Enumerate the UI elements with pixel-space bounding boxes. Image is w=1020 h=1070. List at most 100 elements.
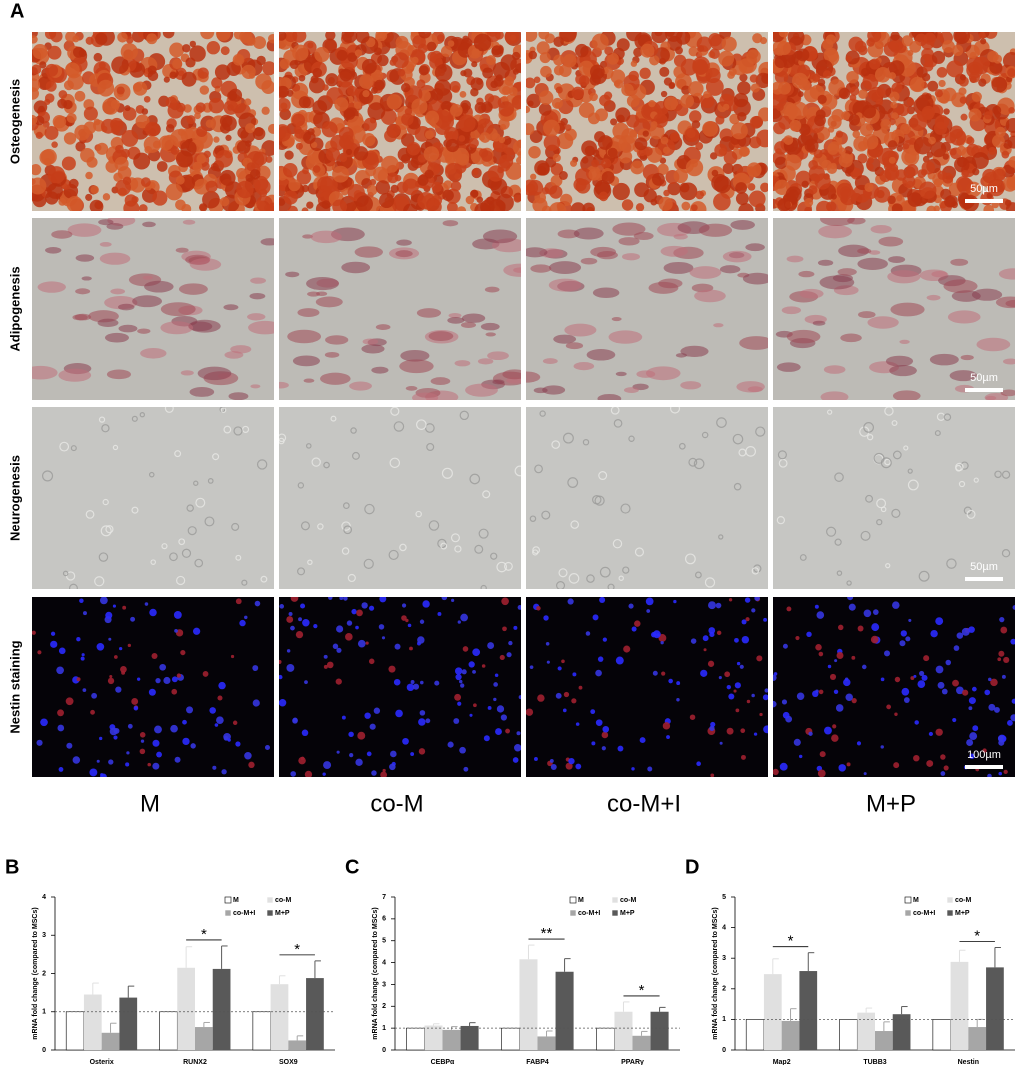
cell [880,119,892,130]
cell [782,711,790,719]
cell [564,128,577,141]
cell [572,672,577,677]
cell [324,351,340,358]
cell [876,519,883,526]
cell [923,655,930,662]
cell [369,178,377,186]
cell [698,223,733,237]
cell [454,667,463,675]
cell [410,752,415,756]
cell [982,168,997,184]
cell [635,203,645,211]
cell [323,761,332,770]
cell [597,135,613,150]
error-bar [564,958,571,972]
cell [695,190,704,200]
cell [472,648,481,657]
cell [782,643,788,649]
cell [560,118,568,126]
cell [335,678,342,685]
micrograph [526,218,768,400]
cell [434,110,452,128]
cell [345,633,353,641]
cell [426,442,435,452]
cell [406,683,415,692]
cell [945,659,952,666]
error-bar [221,945,228,969]
cell [570,520,579,529]
cell [987,50,999,63]
cell [691,204,698,211]
cell [615,656,624,665]
cell [880,506,887,513]
cell [279,604,285,609]
cell [539,52,551,64]
cell [836,570,843,576]
y-tick-label: 1 [382,1025,386,1032]
cell [178,538,186,546]
cell [79,598,84,603]
cell [844,146,853,155]
cell [846,762,851,767]
cell [883,41,900,57]
cell [901,687,910,696]
cell [501,95,508,103]
cell [419,619,425,624]
cell [926,294,941,301]
cell [865,494,874,503]
cell [573,361,595,371]
micrograph-bg [32,407,274,589]
cell [374,79,385,91]
cell [502,85,511,95]
bar [950,961,969,1050]
cell [502,369,521,380]
cell [303,111,315,123]
cell [149,608,157,617]
cell [52,114,67,129]
cell [676,698,680,702]
cell [50,640,58,648]
cell [934,114,950,130]
cell [144,280,174,293]
cell [971,152,989,169]
cell [543,615,549,621]
cell [180,370,194,376]
cell [230,654,235,659]
cell [724,671,731,678]
cell [906,98,915,106]
cell [32,35,38,44]
cell [241,64,256,80]
cell [154,725,162,734]
cell [568,757,575,765]
cell [450,533,460,543]
y-tick-label: 5 [722,894,726,901]
cell [131,415,138,422]
bar [83,994,102,1050]
cell [142,275,153,280]
cell [125,762,130,767]
cell [172,58,183,70]
bar [986,967,1004,1050]
cell [117,32,128,43]
cell [773,121,786,135]
cell [244,98,252,106]
cell [798,270,815,278]
cell [862,134,879,150]
cell [538,90,554,105]
cell [651,172,665,186]
cell [82,688,87,692]
cell [167,102,184,119]
cell [66,112,77,123]
cell [286,649,291,653]
cell [657,163,669,175]
cell [252,127,266,141]
cell [921,73,931,82]
cell [38,105,45,113]
cell [1002,176,1015,192]
cell [869,58,881,70]
cell [903,697,910,703]
cell [108,637,112,641]
cell [709,631,715,638]
cell [58,368,92,382]
significance-label: * [201,926,207,943]
